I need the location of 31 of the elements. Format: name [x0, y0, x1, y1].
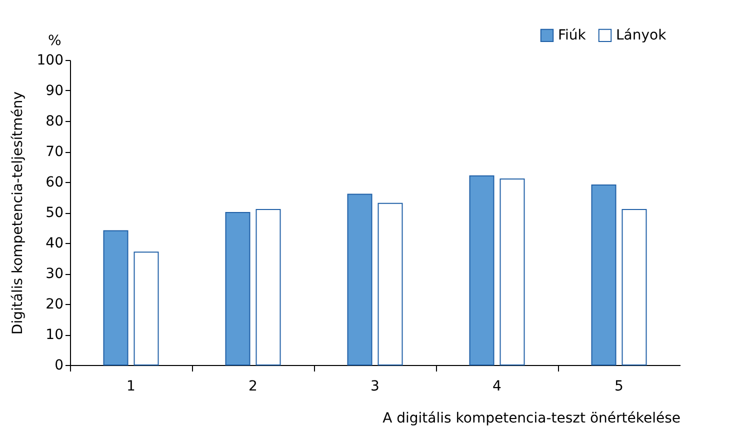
legend-label: Fiúk	[558, 27, 587, 44]
bar	[103, 230, 128, 366]
y-tick-label: 0	[54, 358, 64, 374]
text: %	[48, 33, 62, 49]
bar	[347, 194, 372, 366]
y-tick-label: 80	[46, 114, 64, 130]
y-tick-label: 10	[46, 327, 64, 343]
y-tick-label: 90	[46, 83, 64, 99]
bar	[378, 202, 403, 366]
x-tick-label: 4	[492, 378, 502, 394]
bar	[256, 208, 281, 366]
x-tick-label: 1	[126, 378, 136, 394]
legend-label: Lányok	[616, 27, 668, 44]
y-tick-label: 40	[46, 236, 64, 252]
bar	[622, 208, 647, 366]
bar	[469, 175, 494, 366]
y-tick-label: 60	[46, 174, 64, 190]
x-tick-label: 2	[248, 378, 258, 394]
bar	[591, 184, 616, 366]
x-tick-label: 5	[614, 378, 624, 394]
y-tick-label: 70	[46, 144, 64, 160]
bar	[500, 178, 525, 366]
y-tick-label: 100	[36, 52, 64, 68]
bar	[225, 212, 250, 366]
x-axis-title: A digitális kompetencia-teszt önértékelése	[382, 410, 680, 426]
x-tick-label: 3	[370, 378, 380, 394]
bar	[134, 252, 159, 366]
y-axis-title: Digitális kompetencia-teljesítmény	[10, 91, 26, 335]
y-tick-label: 30	[46, 266, 64, 282]
y-tick-label: 20	[46, 296, 64, 312]
y-tick-label: 50	[46, 205, 64, 221]
